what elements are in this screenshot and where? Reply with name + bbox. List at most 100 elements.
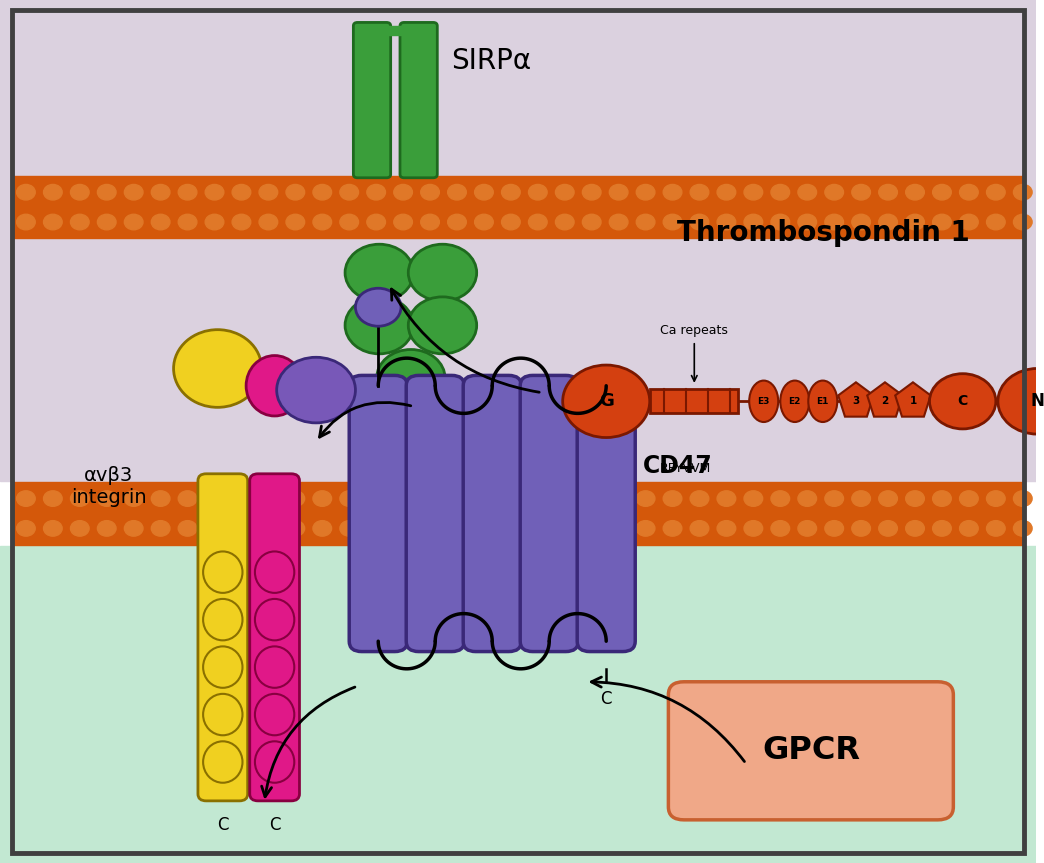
Circle shape — [313, 214, 332, 230]
Text: Ca repeats: Ca repeats — [661, 324, 729, 337]
Circle shape — [421, 185, 440, 200]
Circle shape — [277, 357, 355, 423]
Circle shape — [770, 520, 789, 536]
Circle shape — [475, 214, 493, 230]
Circle shape — [286, 185, 305, 200]
Circle shape — [959, 491, 978, 507]
Text: 3: 3 — [852, 396, 859, 406]
Text: N: N — [1030, 393, 1044, 410]
Circle shape — [987, 520, 1005, 536]
Circle shape — [97, 214, 116, 230]
Circle shape — [124, 491, 143, 507]
Bar — [363, 26, 427, 35]
Circle shape — [610, 491, 628, 507]
Circle shape — [313, 185, 332, 200]
Circle shape — [555, 520, 574, 536]
Circle shape — [770, 185, 789, 200]
Circle shape — [825, 491, 844, 507]
FancyBboxPatch shape — [464, 375, 521, 652]
Circle shape — [998, 369, 1044, 434]
Ellipse shape — [204, 646, 242, 688]
Circle shape — [717, 520, 736, 536]
Ellipse shape — [255, 599, 294, 640]
Circle shape — [852, 491, 871, 507]
Circle shape — [340, 185, 358, 200]
Circle shape — [528, 491, 547, 507]
Circle shape — [340, 520, 358, 536]
Circle shape — [906, 185, 924, 200]
Circle shape — [394, 185, 412, 200]
Circle shape — [959, 520, 978, 536]
Circle shape — [636, 214, 655, 230]
Circle shape — [286, 214, 305, 230]
Ellipse shape — [255, 694, 294, 735]
Circle shape — [501, 185, 520, 200]
Circle shape — [377, 350, 445, 406]
Circle shape — [366, 520, 385, 536]
Circle shape — [825, 214, 844, 230]
Circle shape — [17, 520, 35, 536]
Ellipse shape — [173, 330, 262, 407]
Circle shape — [475, 491, 493, 507]
Circle shape — [852, 520, 871, 536]
FancyBboxPatch shape — [520, 375, 578, 652]
Circle shape — [744, 520, 763, 536]
Polygon shape — [838, 382, 874, 417]
Circle shape — [879, 185, 898, 200]
Circle shape — [259, 491, 278, 507]
Circle shape — [825, 520, 844, 536]
FancyBboxPatch shape — [349, 375, 407, 652]
Circle shape — [583, 214, 601, 230]
Circle shape — [44, 214, 63, 230]
Circle shape — [555, 214, 574, 230]
Circle shape — [663, 185, 682, 200]
Circle shape — [825, 185, 844, 200]
Circle shape — [394, 214, 412, 230]
Circle shape — [879, 520, 898, 536]
Circle shape — [70, 520, 89, 536]
FancyBboxPatch shape — [577, 375, 635, 652]
Circle shape — [340, 491, 358, 507]
Circle shape — [179, 491, 197, 507]
Circle shape — [313, 491, 332, 507]
Circle shape — [717, 185, 736, 200]
Bar — [649, 389, 738, 413]
Circle shape — [932, 185, 951, 200]
Circle shape — [528, 214, 547, 230]
Polygon shape — [895, 382, 930, 417]
Circle shape — [151, 185, 170, 200]
Ellipse shape — [204, 741, 242, 783]
Bar — [13, 176, 1024, 238]
Circle shape — [408, 297, 477, 354]
Circle shape — [798, 520, 816, 536]
Circle shape — [932, 520, 951, 536]
Circle shape — [717, 491, 736, 507]
Circle shape — [232, 491, 251, 507]
Circle shape — [690, 214, 709, 230]
Text: C: C — [217, 816, 229, 834]
Circle shape — [929, 374, 996, 429]
FancyBboxPatch shape — [198, 474, 247, 801]
Circle shape — [932, 491, 951, 507]
Circle shape — [959, 214, 978, 230]
Circle shape — [1014, 185, 1033, 200]
Circle shape — [421, 491, 440, 507]
Circle shape — [259, 520, 278, 536]
Circle shape — [232, 214, 251, 230]
Circle shape — [421, 520, 440, 536]
Circle shape — [448, 520, 467, 536]
Circle shape — [636, 491, 655, 507]
Circle shape — [70, 185, 89, 200]
Polygon shape — [868, 382, 903, 417]
Text: E3: E3 — [758, 397, 769, 406]
Circle shape — [475, 520, 493, 536]
Circle shape — [663, 520, 682, 536]
Text: 2: 2 — [881, 396, 888, 406]
Circle shape — [232, 520, 251, 536]
Circle shape — [408, 244, 477, 301]
Circle shape — [663, 491, 682, 507]
Circle shape — [17, 214, 35, 230]
Circle shape — [583, 520, 601, 536]
Circle shape — [932, 214, 951, 230]
Bar — [0, 546, 1037, 863]
